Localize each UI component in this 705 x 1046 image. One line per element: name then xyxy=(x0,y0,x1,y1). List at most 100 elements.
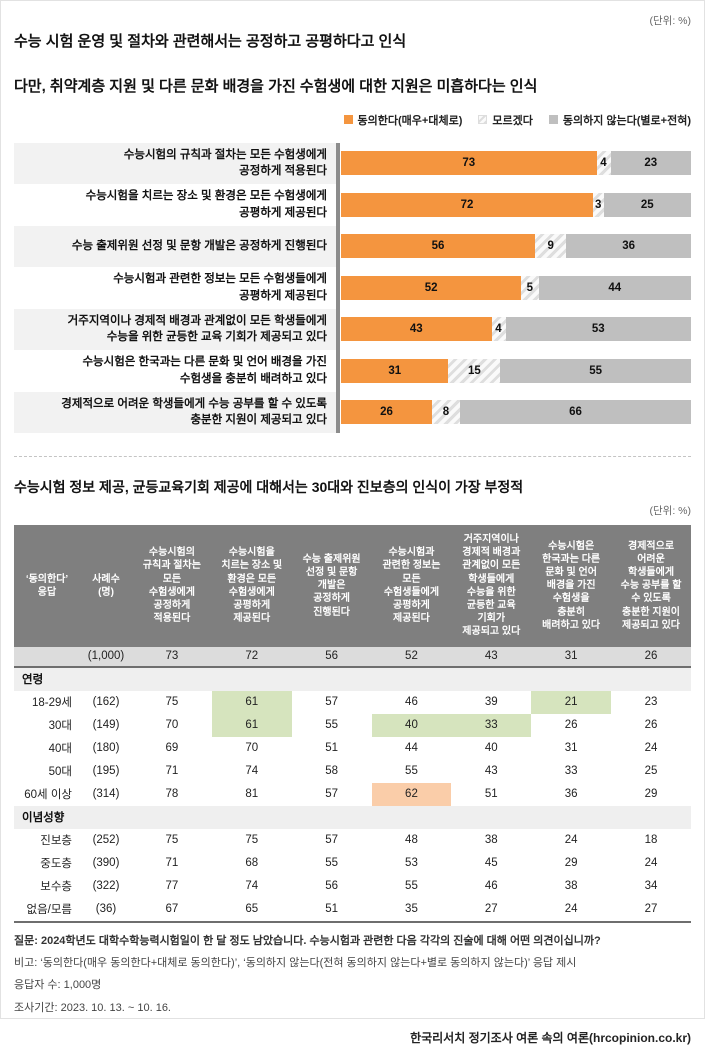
row-n-cell: (314) xyxy=(80,783,132,806)
legend-label: 동의하지 않는다(별로+전혀) xyxy=(563,112,691,128)
dontknow-swatch-icon xyxy=(478,115,487,124)
value-cell: 45 xyxy=(451,852,531,875)
value-cell: 21 xyxy=(531,691,611,714)
column-header: 수능 출제위원 선정 및 문항 개발은 공정하게 진행된다 xyxy=(292,525,372,647)
bar-value-label: 73 xyxy=(462,157,475,169)
group-header-cell: 연령 xyxy=(14,667,691,691)
bar-value-label: 44 xyxy=(608,282,621,294)
value-cell: 55 xyxy=(372,760,452,783)
footer-note: 비고: ‘동의한다(매우 동의한다+대체로 동의한다)’, ‘동의하지 않는다(… xyxy=(14,956,691,971)
row-n-cell: (195) xyxy=(80,760,132,783)
value-cell: 31 xyxy=(531,737,611,760)
value-cell: 51 xyxy=(292,737,372,760)
bar-value-label: 36 xyxy=(622,240,635,252)
bar-segment-disagree: 53 xyxy=(506,317,692,341)
bar-value-label: 53 xyxy=(592,323,605,335)
bar-value-label: 72 xyxy=(461,199,474,211)
column-header: 사례수 (명) xyxy=(80,525,132,647)
bar-value-label: 4 xyxy=(600,157,606,169)
summary-value-cell: 26 xyxy=(611,647,691,667)
bar-segment-dontknow: 4 xyxy=(597,151,611,175)
value-cell: 65 xyxy=(212,898,292,922)
value-cell: 81 xyxy=(212,783,292,806)
value-cell: 24 xyxy=(531,829,611,852)
stacked-bar: 31 15 55 xyxy=(341,359,691,383)
chart-row-label: 수능시험의 규칙과 절차는 모든 수험생에게 공정하게 적용된다 xyxy=(14,143,336,185)
source-credit: 한국리서치 정기조사 여론 속의 여론(hrcopinion.co.kr) xyxy=(14,1029,691,1046)
unit-label-top: (단위: %) xyxy=(14,13,691,28)
row-n-cell: (322) xyxy=(80,875,132,898)
bar-value-label: 4 xyxy=(495,323,501,335)
bar-segment-dontknow: 5 xyxy=(521,276,538,300)
column-header: 수능시험은 한국과는 다른 문화 및 언어 배경을 가진 수험생을 충분히 배려… xyxy=(531,525,611,647)
bar-segment-agree: 26 xyxy=(341,400,432,424)
chart-row: 경제적으로 어려운 학생들에게 수능 공부를 할 수 있도록 충분한 지원이 제… xyxy=(14,392,691,434)
bar-value-label: 55 xyxy=(589,365,602,377)
agree-swatch-icon xyxy=(344,115,353,124)
value-cell: 24 xyxy=(531,898,611,922)
legend-item: 동의한다(매우+대체로) xyxy=(344,112,463,128)
value-cell: 27 xyxy=(611,898,691,922)
row-n-cell: (162) xyxy=(80,691,132,714)
value-cell: 53 xyxy=(372,852,452,875)
row-label-cell: 40대 xyxy=(14,737,80,760)
value-cell: 57 xyxy=(292,783,372,806)
value-cell: 40 xyxy=(372,714,452,737)
value-cell: 51 xyxy=(451,783,531,806)
bar-segment-dontknow: 15 xyxy=(448,359,500,383)
value-cell: 74 xyxy=(212,760,292,783)
value-cell: 77 xyxy=(132,875,212,898)
value-cell: 38 xyxy=(451,829,531,852)
group-header-cell: 이념성향 xyxy=(14,806,691,829)
column-header: 경제적으로 어려운 학생들에게 수능 공부를 할 수 있도록 충분한 지원이 제… xyxy=(611,525,691,647)
value-cell: 24 xyxy=(611,737,691,760)
value-cell: 71 xyxy=(132,852,212,875)
summary-value-cell: 52 xyxy=(372,647,452,667)
value-cell: 29 xyxy=(531,852,611,875)
value-cell: 33 xyxy=(531,760,611,783)
value-cell: 70 xyxy=(132,714,212,737)
value-cell: 35 xyxy=(372,898,452,922)
column-header: 거주지역이나 경제적 배경과 관계없이 모든 학생들에게 수능을 위한 균등한 … xyxy=(451,525,531,647)
row-label-cell: 50대 xyxy=(14,760,80,783)
value-cell: 57 xyxy=(292,691,372,714)
bar-segment-agree: 43 xyxy=(341,317,492,341)
row-n-cell: (180) xyxy=(80,737,132,760)
disagree-swatch-icon xyxy=(549,115,558,124)
value-cell: 69 xyxy=(132,737,212,760)
chart-bar-area: 31 15 55 xyxy=(340,350,691,392)
bar-value-label: 9 xyxy=(547,240,553,252)
section1-title-line1: 수능 시험 운영 및 절차와 관련해서는 공정하고 공평하다고 인식 xyxy=(14,33,406,50)
row-n-cell: (36) xyxy=(80,898,132,922)
footer-question: 질문: 2024학년도 대학수학능력시험일이 한 달 정도 남았습니다. 수능시… xyxy=(14,934,691,949)
bar-segment-dontknow: 4 xyxy=(492,317,506,341)
section2-title: 수능시험 정보 제공, 균등교육기회 제공에 대해서는 30대와 진보층의 인식… xyxy=(14,477,691,497)
bar-segment-agree: 73 xyxy=(341,151,597,175)
row-label-cell: 30대 xyxy=(14,714,80,737)
bar-segment-disagree: 66 xyxy=(460,400,691,424)
row-label-cell: 없음/모름 xyxy=(14,898,80,922)
legend-item: 동의하지 않는다(별로+전혀) xyxy=(549,112,691,128)
value-cell: 51 xyxy=(292,898,372,922)
row-label-cell: 18-29세 xyxy=(14,691,80,714)
row-n-cell: (390) xyxy=(80,852,132,875)
row-label-cell: 진보층 xyxy=(14,829,80,852)
value-cell: 34 xyxy=(611,875,691,898)
value-cell: 74 xyxy=(212,875,292,898)
chart-row: 수능시험은 한국과는 다른 문화 및 언어 배경을 가진 수험생을 충분히 배려… xyxy=(14,350,691,392)
bar-value-label: 66 xyxy=(569,406,582,418)
bar-value-label: 31 xyxy=(388,365,401,377)
summary-n-cell: (1,000) xyxy=(80,647,132,667)
bar-segment-disagree: 25 xyxy=(604,193,692,217)
